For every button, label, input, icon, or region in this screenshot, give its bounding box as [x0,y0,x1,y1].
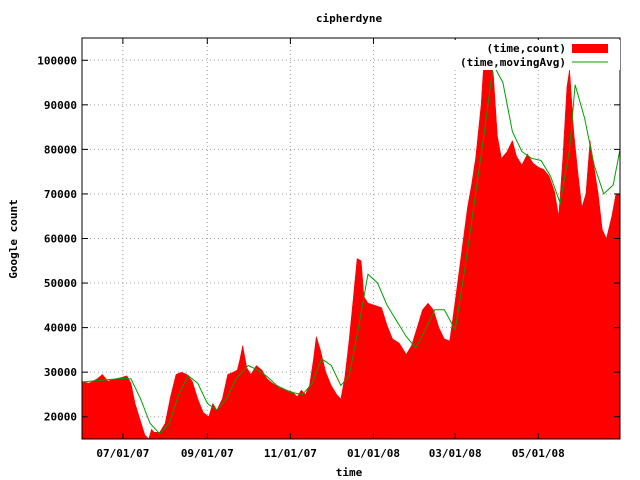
y-tick-label: 30000 [44,366,77,379]
x-tick-label: 11/01/07 [264,447,317,460]
series-count-area [81,40,621,440]
plot-border [81,37,621,440]
x-tick-label: 01/01/08 [347,447,400,460]
x-tick-label: 07/01/07 [96,447,149,460]
y-tick-label: 80000 [44,143,77,156]
y-tick-label: 40000 [44,322,77,335]
legend: (time,count) (time,movingAvg) [440,40,620,70]
x-axis-label: time [336,466,363,479]
plot-area [81,40,621,440]
x-tick-label: 05/01/08 [512,447,565,460]
y-tick-label: 70000 [44,188,77,201]
y-tick-label: 50000 [44,277,77,290]
legend-swatch-count [572,44,608,53]
y-axis-label: Google count [7,199,20,278]
legend-label-count: (time,count) [487,42,566,55]
tick-labels: 20000 30000 40000 50000 60000 70000 80000 90000… [37,54,565,460]
chart-title: cipherdyne [316,12,383,25]
legend-label-moving-avg: (time,movingAvg) [460,56,566,69]
y-tick-label: 100000 [37,54,77,67]
series-moving-avg-line [81,63,621,435]
x-tick-label: 09/01/07 [181,447,234,460]
x-tick-label: 03/01/08 [429,447,482,460]
y-tick-label: 90000 [44,99,77,112]
y-tick-label: 60000 [44,233,77,246]
y-tick-label: 20000 [44,411,77,424]
